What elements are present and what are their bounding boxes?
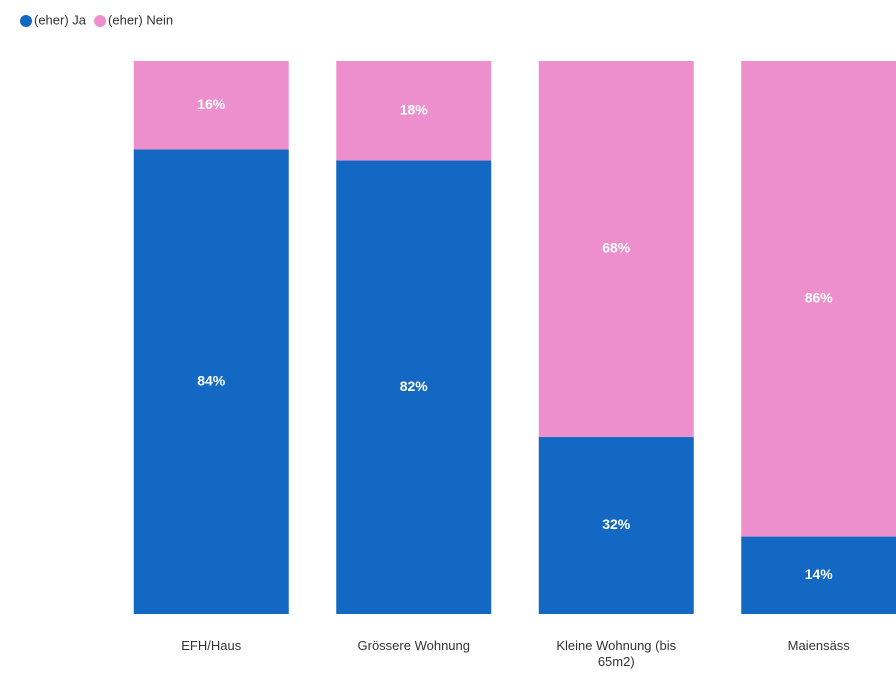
x-label-box: Kleine Wohnung (bis 65m2) — [556, 638, 677, 669]
x-label-box: Maiensäss — [787, 638, 850, 653]
bar-segment — [741, 61, 896, 537]
x-tick-label: Grössere Wohnung — [357, 638, 471, 653]
x-tick-label: EFH/Haus — [181, 638, 242, 653]
data-label: 86% — [805, 289, 834, 305]
data-label: 82% — [400, 378, 429, 394]
data-label: 16% — [197, 96, 226, 112]
bar-segment — [133, 61, 289, 150]
x-tick-label: Maiensäss — [787, 638, 850, 653]
data-label: 84% — [197, 372, 226, 388]
data-label: 18% — [400, 101, 429, 117]
bar-segment — [538, 61, 694, 438]
legend-swatch — [20, 15, 32, 27]
x-tick-label: Kleine Wohnung (bis 65m2) — [556, 638, 677, 669]
data-label: 68% — [602, 240, 631, 256]
data-label: 14% — [805, 566, 834, 582]
legend-label: (eher) Ja — [34, 12, 87, 27]
bar-segment — [336, 160, 492, 615]
legend-label: (eher) Nein — [108, 12, 173, 27]
data-label: 32% — [602, 516, 631, 532]
x-label-box: EFH/Haus — [181, 638, 242, 653]
legend-swatch — [94, 15, 107, 27]
bar-segment — [741, 536, 896, 614]
bar-segment — [538, 437, 694, 614]
x-label-box: Grössere Wohnung — [357, 638, 471, 653]
bar-segment — [336, 61, 492, 161]
bar-segment — [133, 149, 289, 615]
